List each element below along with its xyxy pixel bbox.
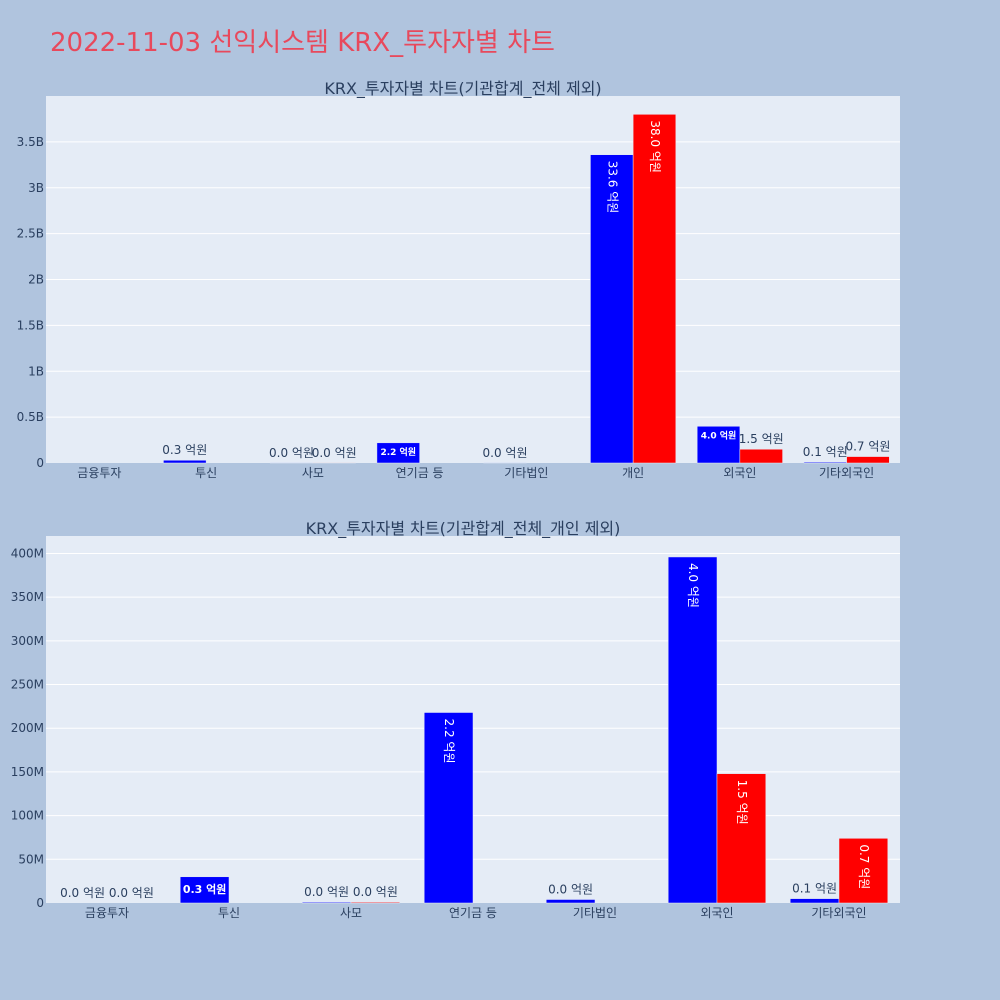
x-tick-label: 기타외국인 — [819, 466, 874, 480]
y-tick-label: 100M — [11, 809, 44, 823]
x-tick-label: 기타외국인 — [811, 906, 866, 920]
y-tick-label: 200M — [11, 721, 44, 735]
data-label: 0.0 억원 — [60, 886, 105, 900]
data-label: 0.0 억원 — [353, 885, 398, 899]
bar — [846, 456, 890, 464]
x-tick-label: 사모 — [302, 466, 324, 480]
bar — [803, 461, 847, 464]
bar — [838, 838, 889, 904]
y-tick-label: 0.5B — [17, 410, 44, 424]
data-label: 0.7 억원 — [845, 440, 890, 454]
bar — [179, 876, 230, 904]
data-label: 33.6 억원 — [605, 161, 619, 214]
bar — [301, 901, 352, 904]
bar — [163, 459, 207, 464]
y-tick-label: 0 — [36, 896, 44, 910]
data-label: 0.0 억원 — [483, 446, 528, 460]
x-tick-label: 개인 — [622, 466, 644, 480]
bar — [789, 898, 840, 904]
data-label: 2.2 억원 — [380, 446, 416, 458]
data-label: 4.0 억원 — [686, 563, 700, 608]
bar — [696, 426, 741, 464]
data-label: 0.0 억원 — [304, 885, 349, 899]
y-tick-label: 50M — [18, 852, 44, 866]
data-label: 0.0 억원 — [109, 886, 154, 900]
page-title: 2022-11-03 선익시스템 KRX_투자자별 차트 — [50, 28, 555, 58]
data-label: 0.3 억원 — [162, 443, 207, 457]
x-tick-label: 연기금 등 — [449, 906, 497, 920]
y-tick-label: 1B — [28, 364, 44, 378]
data-label: 1.5 억원 — [735, 780, 749, 825]
y-tick-label: 0 — [36, 456, 44, 470]
data-label: 0.1 억원 — [803, 445, 848, 459]
y-tick-label: 3B — [28, 181, 44, 195]
y-tick-label: 3.5B — [17, 135, 44, 149]
x-tick-label: 기타법인 — [504, 466, 548, 480]
x-tick-label: 외국인 — [700, 906, 733, 920]
data-label: 0.0 억원 — [312, 446, 357, 460]
y-tick-label: 350M — [11, 590, 44, 604]
bar — [423, 712, 474, 904]
bar — [376, 442, 420, 464]
data-label: 0.1 억원 — [792, 882, 837, 896]
x-tick-label: 사모 — [340, 906, 362, 920]
x-tick-label: 외국인 — [723, 466, 756, 480]
bar — [545, 899, 596, 904]
y-tick-label: 1.5B — [17, 318, 44, 332]
bar — [716, 773, 767, 904]
bar — [590, 154, 634, 464]
x-tick-label: 투신 — [218, 906, 240, 920]
data-label: 4.0 억원 — [701, 429, 737, 441]
y-tick-label: 2.5B — [17, 227, 44, 241]
chart-title: KRX_투자자별 차트(기관합계_전체_개인 제외) — [306, 519, 621, 539]
data-label: 0.0 억원 — [548, 883, 593, 897]
y-tick-label: 250M — [11, 678, 44, 692]
y-tick-label: 400M — [11, 546, 44, 560]
data-label: 0.0 억원 — [269, 446, 314, 460]
chart-panel-2: 0 50M 100M 150M 200M 250M 300M 350M 400M KRX_투자자별… — [11, 519, 900, 920]
data-label: 0.3 억원 — [183, 882, 227, 896]
x-tick-label: 투신 — [195, 466, 217, 480]
y-tick-label: 300M — [11, 634, 44, 648]
x-tick-label: 금융투자 — [85, 906, 129, 920]
bar — [667, 556, 718, 904]
chart-title: KRX_투자자별 차트(기관합계_전체 제외) — [324, 79, 601, 99]
bar — [350, 901, 401, 904]
data-label: 1.5 억원 — [739, 432, 784, 446]
bar — [632, 114, 677, 464]
y-tick-label: 150M — [11, 765, 44, 779]
data-label: 2.2 억원 — [442, 719, 456, 764]
x-tick-label: 금융투자 — [77, 466, 121, 480]
x-tick-label: 연기금 등 — [396, 466, 444, 480]
x-tick-label: 기타법인 — [573, 906, 617, 920]
data-label: 38.0 억원 — [648, 120, 662, 173]
bar — [739, 448, 783, 464]
chart-panel-1: 0 0.5B 1B 1.5B 2B 2.5B 3B 3.5B KRX_투자자별 차트(기관합계_… — [17, 79, 900, 480]
y-tick-label: 2B — [28, 273, 44, 287]
data-label: 0.7 억원 — [857, 844, 871, 889]
